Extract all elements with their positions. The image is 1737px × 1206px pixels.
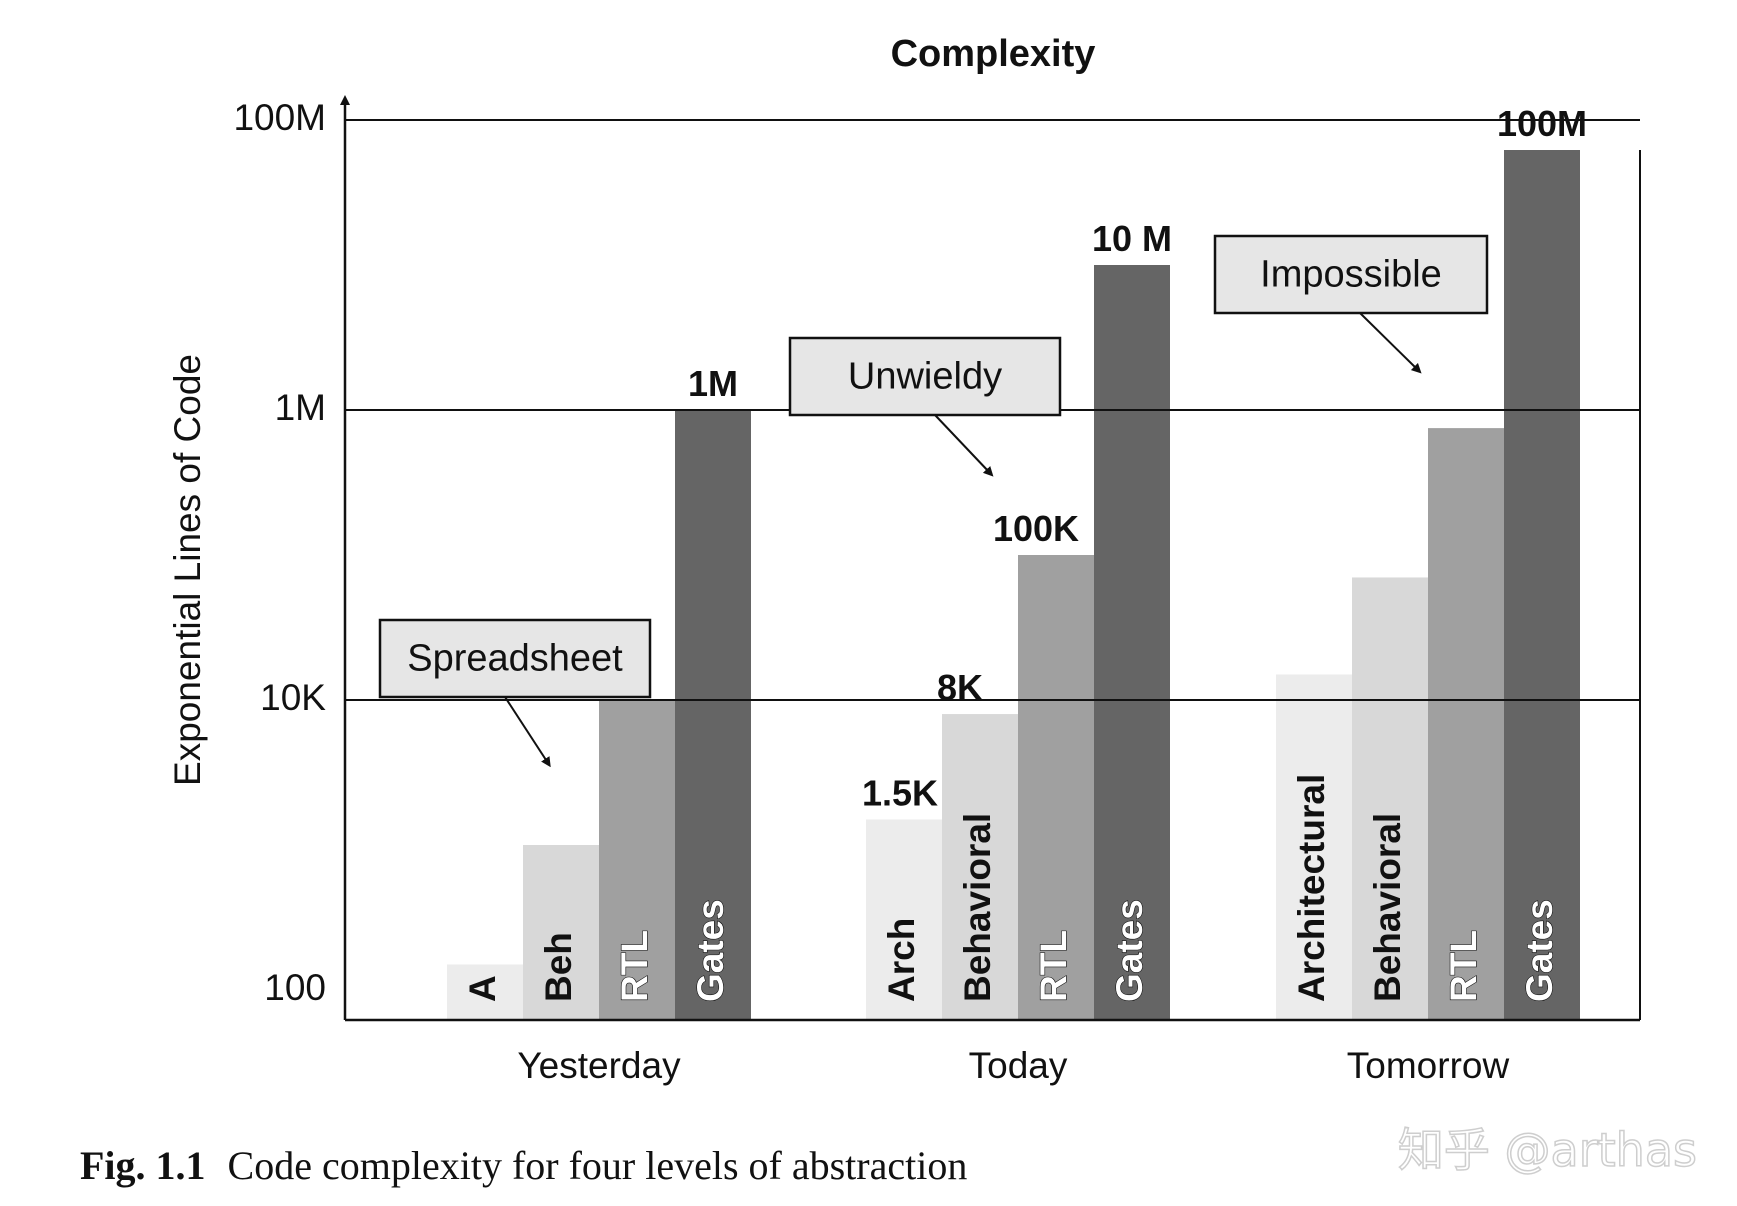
bar-tomorrow-behavioral [1352,577,1428,1020]
annotation-spreadsheet-box [378,618,652,699]
bar-today-architectural-label: Arch [881,918,922,1002]
caption-fig-label: Fig. 1.1 [80,1143,206,1188]
bar-tomorrow-rtl [1428,428,1504,1021]
bar-today-rtl-value-label: 100K [993,508,1079,549]
figure-caption: Fig. 1.1 Code complexity for four levels … [80,1142,967,1189]
annotation-impossible-arrow [1359,312,1422,374]
bar-today-architectural [866,819,942,1020]
bar-today-gates [1094,265,1170,1020]
annotation-impossible-box [1213,234,1489,315]
watermark: 知乎 @arthas [1397,1122,1698,1178]
bar-yesterday-gates-label: Gates [690,899,731,1002]
annotation-spreadsheet-text: Spreadsheet [407,638,623,680]
axes-layer: 100 10K 1M 100M Exponential Lines of Code Com… [167,33,1641,1086]
bar-yesterday-architectural-label: A [462,975,503,1002]
labels-layer: A Beh RTL Gates 1M Arch 1.5K Behavioral 8K RTL 100… [462,103,1587,1003]
bar-tomorrow-rtl-label: RTL [1443,930,1484,1002]
bar-today-architectural-value-label: 1.5K [862,772,938,813]
y-tick-label-10k: 10K [260,677,326,718]
bar-today-rtl-label: RTL [1033,930,1074,1002]
annotation-unwieldy-arrow [934,414,994,477]
bar-today-behavioral-label: Behavioral [957,813,998,1002]
bar-yesterday-rtl [599,700,675,1020]
y-tick-label-100: 100 [264,967,326,1008]
y-tick-label-1m: 1M [275,387,326,428]
bar-tomorrow-gates-label: Gates [1519,899,1560,1002]
annotation-spreadsheet-arrow [504,696,551,768]
bar-today-rtl [1018,555,1094,1020]
bar-yesterday-architectural [447,964,523,1020]
annotation-unwieldy-text: Unwieldy [848,356,1002,398]
bar-yesterday-gates-value-label: 1M [688,363,738,404]
bar-yesterday-gates [675,410,751,1020]
caption-text: Code complexity for four levels of abstr… [227,1143,968,1188]
bar-today-gates-label: Gates [1109,899,1150,1002]
bar-today-behavioral-value-label: 8K [937,667,983,708]
bar-tomorrow-gates-value-label: 100M [1497,103,1587,144]
annotations-layer: Spreadsheet Unwieldy Impossible [378,234,1489,768]
bar-yesterday-behavioral-label: Beh [538,932,579,1002]
bar-today-gates-value-label: 10 M [1092,218,1172,259]
bar-yesterday-rtl-label: RTL [614,930,655,1002]
x-category-label-tomorrow: Tomorrow [1347,1045,1510,1086]
x-category-label-yesterday: Yesterday [517,1045,681,1086]
bar-today-behavioral [942,714,1018,1020]
y-tick-label-100m: 100M [233,97,326,138]
bars-layer [447,150,1580,1021]
bar-tomorrow-gates [1504,150,1580,1020]
x-category-label-today: Today [969,1045,1068,1086]
bar-tomorrow-behavioral-label: Behavioral [1367,813,1408,1002]
chart-title: Complexity [891,33,1096,75]
bar-tomorrow-architectural [1276,674,1352,1020]
annotation-impossible-text: Impossible [1260,254,1442,296]
annotation-unwieldy-box [788,336,1062,417]
y-axis-title: Exponential Lines of Code [167,354,208,786]
bar-tomorrow-architectural-label: Architectural [1291,774,1332,1002]
bar-yesterday-behavioral [523,845,599,1020]
